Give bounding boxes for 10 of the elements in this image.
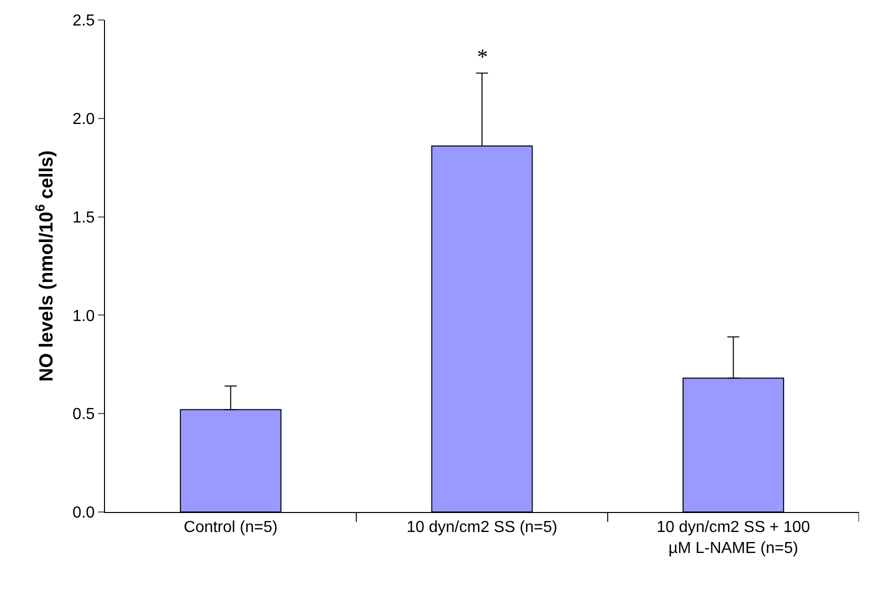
y-tick-label: 0.5	[72, 406, 95, 424]
x-tick-label: 10 dyn/cm2 SS (n=5)	[406, 519, 558, 536]
y-tick-label: 2.5	[72, 12, 95, 30]
y-tick-label: 1.0	[72, 308, 95, 325]
y-tick-label: 1.5	[72, 209, 95, 226]
y-tick-label: 2.0	[72, 111, 95, 128]
y-tick-label: 0.0	[72, 504, 95, 522]
x-tick-label: 10 dyn/cm2 SS + 100 µM L-NAME (n=5)	[656, 519, 810, 557]
annotation: *	[477, 44, 488, 69]
x-tick-label: Control (n=5)	[184, 519, 278, 536]
